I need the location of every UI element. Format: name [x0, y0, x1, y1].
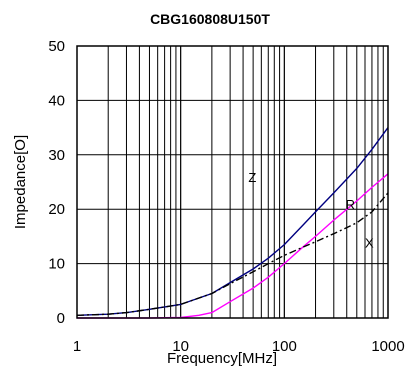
series-label-z: Z — [248, 170, 256, 185]
series-label-x: X — [365, 235, 374, 250]
x-tick-label: 1000 — [371, 338, 404, 355]
series-line-r — [77, 173, 389, 319]
y-tick-label: 30 — [48, 147, 65, 164]
y-tick-label: 40 — [48, 92, 65, 109]
tick-labels: 1 10 100 1000 0 10 20 30 40 50 — [48, 38, 404, 355]
y-tick-label: 20 — [48, 201, 65, 218]
plot-frame — [76, 45, 389, 319]
chart-title: CBG160808U150T — [150, 11, 270, 27]
x-tick-label: 10 — [172, 338, 189, 355]
series-layer: Z R X — [76, 127, 389, 319]
y-axis-label: Impedance[O] — [12, 135, 29, 229]
x-axis-label: Frequency[MHz] — [167, 350, 277, 367]
series-line-z — [76, 127, 389, 316]
x-tick-label: 1 — [73, 338, 81, 355]
series-label-r: R — [346, 197, 355, 212]
y-tick-label: 50 — [48, 38, 65, 55]
grid — [77, 46, 388, 318]
x-tick-label: 100 — [272, 338, 297, 355]
series-line-x — [76, 192, 389, 316]
y-tick-label: 0 — [57, 310, 65, 327]
y-tick-label: 10 — [48, 256, 65, 273]
